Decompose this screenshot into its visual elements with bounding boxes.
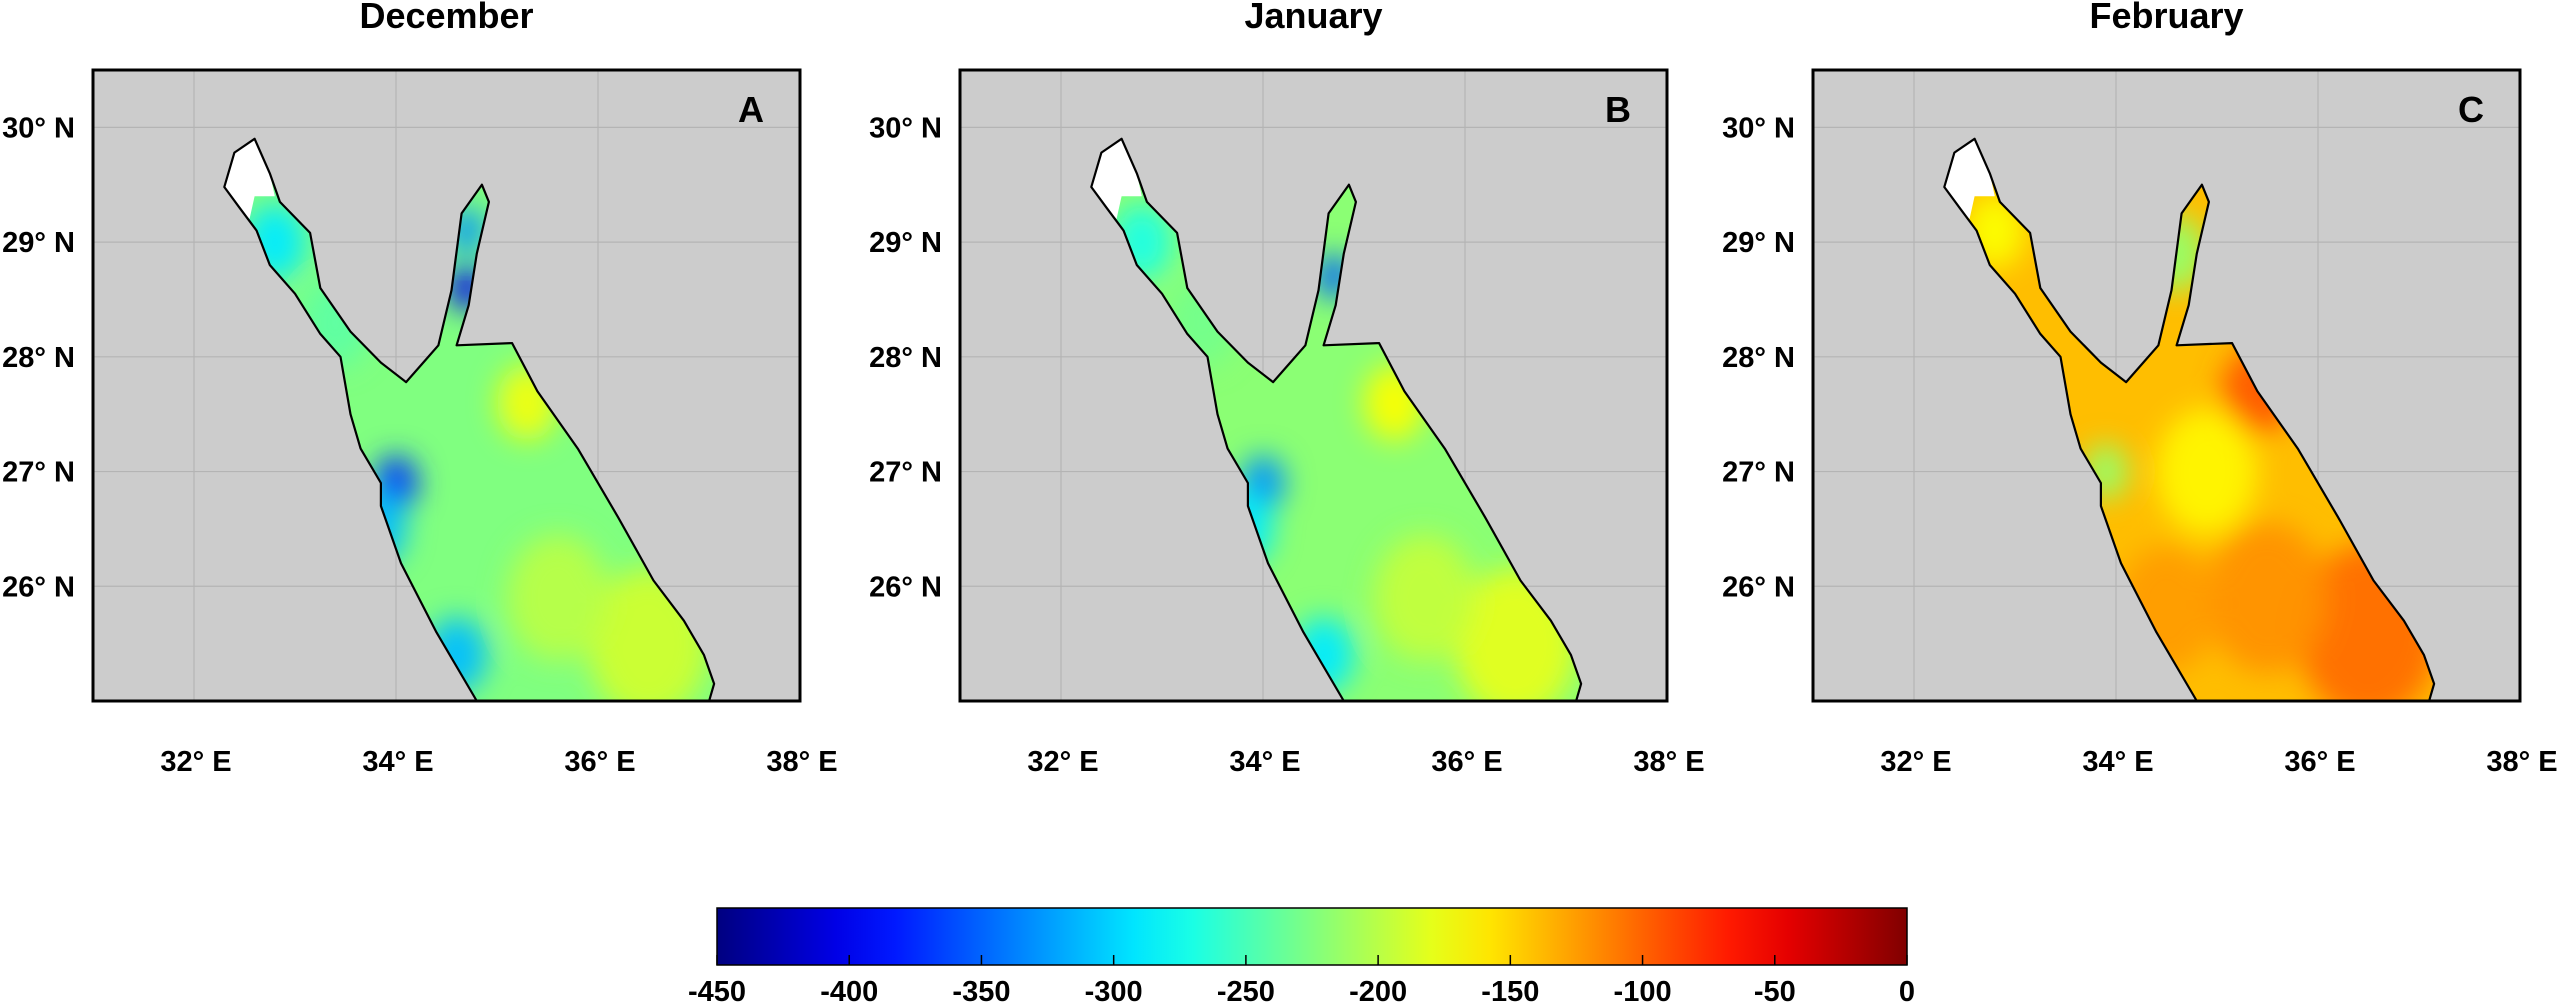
lat-tick-label: 30° N [869, 112, 942, 144]
colorbar-tick-label: -100 [1614, 976, 1672, 1008]
lat-tick-label: 29° N [869, 227, 942, 259]
sea-anomaly-cell [2156, 408, 2258, 535]
panel-title: December [359, 0, 533, 36]
lat-tick-label: 30° N [2, 112, 75, 144]
lat-tick-label: 27° N [1722, 457, 1795, 489]
map-panel-b: January B 30° N 29° N 28° N 27° N 26° N 32° E 34… [869, 0, 1704, 778]
lat-tick-label: 27° N [2, 457, 75, 489]
map-frame [1811, 68, 2522, 703]
lat-tick-label: 26° N [1722, 571, 1795, 603]
colorbar-tick-label: -350 [952, 976, 1010, 1008]
lon-tick-label: 34° E [1229, 746, 1300, 778]
lat-tick-label: 26° N [2, 571, 75, 603]
lat-tick-label: 29° N [1722, 227, 1795, 259]
land-patch [1091, 138, 1142, 220]
panel-title: February [2089, 0, 2243, 36]
colorbar: -450 -400 -350 -300 -250 -200 -150 -100 -50 0 [688, 907, 1915, 1008]
colorbar-gradient [716, 907, 1908, 966]
lon-tick-label: 32° E [1880, 746, 1951, 778]
land-patch [1944, 138, 1995, 220]
sea-anomaly-cell [1374, 534, 1476, 661]
colorbar-tick-label: -400 [820, 976, 878, 1008]
map-panel-c: February C 30° N 29° N 28° N 27° N 26° N 32° E 3… [1722, 0, 2557, 778]
panel-letter: B [1605, 89, 1631, 130]
lat-tick-label: 30° N [1722, 112, 1795, 144]
map-panel-a: December A 30° N 29° N 28° N 27° N 26° N 32° E 3… [2, 0, 837, 778]
colorbar-tick-label: -150 [1481, 976, 1539, 1008]
lat-tick-label: 29° N [2, 227, 75, 259]
lon-tick-label: 34° E [362, 746, 433, 778]
panel-title: January [1244, 0, 1382, 36]
colorbar-tick-label: -250 [1217, 976, 1275, 1008]
lon-tick-label: 34° E [2082, 746, 2153, 778]
panel-letter: C [2458, 89, 2484, 130]
lon-tick-label: 36° E [1431, 746, 1502, 778]
colorbar-tick-label: -450 [688, 976, 746, 1008]
lon-tick-label: 38° E [1633, 746, 1704, 778]
lat-tick-label: 27° N [869, 457, 942, 489]
lat-tick-label: 28° N [1722, 342, 1795, 374]
sea-anomaly-cell [2206, 522, 2329, 674]
sea-anomaly-cell [507, 534, 609, 661]
colorbar-tick-label: 0 [1899, 976, 1915, 1008]
lon-tick-label: 36° E [564, 746, 635, 778]
coastline [1943, 137, 2436, 703]
colorbar-tick-label: -50 [1754, 976, 1796, 1008]
land-patch [224, 138, 275, 220]
lat-tick-label: 26° N [869, 571, 942, 603]
lat-tick-label: 28° N [869, 342, 942, 374]
coastline [1090, 137, 1583, 703]
map-frame [91, 68, 802, 703]
coastline [223, 137, 716, 703]
panel-letter: A [738, 89, 764, 130]
lon-tick-label: 32° E [160, 746, 231, 778]
map-frame [958, 68, 1669, 703]
lon-tick-label: 38° E [2486, 746, 2557, 778]
lat-tick-label: 28° N [2, 342, 75, 374]
lon-tick-label: 32° E [1027, 746, 1098, 778]
lon-tick-label: 36° E [2284, 746, 2355, 778]
lon-tick-label: 38° E [766, 746, 837, 778]
colorbar-tick-label: -300 [1085, 976, 1143, 1008]
colorbar-tick-label: -200 [1349, 976, 1407, 1008]
